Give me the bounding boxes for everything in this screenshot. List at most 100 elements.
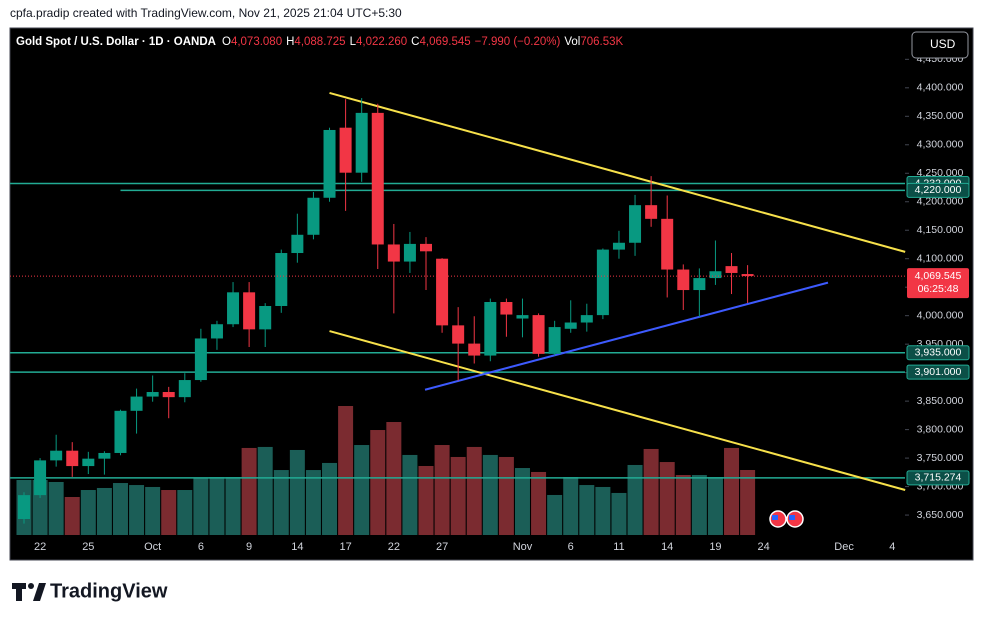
- volume-bar: [48, 482, 64, 535]
- candle-body: [291, 234, 304, 254]
- candle-body: [484, 302, 497, 356]
- trend-line: [329, 330, 906, 491]
- y-tick-label: 4,300.000: [917, 139, 964, 151]
- volume-bar: [209, 477, 225, 535]
- candle-body: [693, 278, 706, 291]
- level-label-box: [906, 364, 970, 380]
- x-tick-label: 11: [613, 541, 624, 553]
- candle-body: [468, 343, 481, 356]
- x-tick-label: 22: [388, 541, 400, 553]
- volume-bar: [611, 492, 627, 535]
- candle-body: [580, 315, 593, 323]
- volume-bar: [466, 446, 482, 535]
- level-label: 4,220.000: [915, 184, 962, 196]
- volume-bar: [514, 468, 530, 535]
- legend-key: H: [286, 36, 294, 48]
- volume-bar: [145, 486, 161, 535]
- y-tick-label: 3,750.000: [917, 452, 964, 464]
- volume-bar: [579, 485, 595, 535]
- legend-key: C: [411, 36, 419, 48]
- candle-body: [130, 396, 143, 411]
- volume-bar: [64, 496, 80, 535]
- candle-body: [516, 315, 529, 319]
- volume-bar: [563, 477, 579, 535]
- legend: Gold Spot / U.S. Dollar · 1D · OANDA O 4,0…: [16, 36, 624, 48]
- volume-bar: [338, 406, 354, 535]
- candle-body: [677, 269, 690, 291]
- volume-bar: [482, 454, 498, 535]
- candle-body: [50, 450, 63, 461]
- volume-bar: [724, 447, 740, 535]
- y-tick-label: 4,150.000: [917, 224, 964, 236]
- level-label-box: [906, 470, 970, 486]
- candle-body: [629, 205, 642, 243]
- brand: TradingView: [50, 580, 168, 602]
- volume-bar: [161, 490, 177, 535]
- legend-change: −7.990 (−0.20%): [475, 36, 561, 48]
- x-tick-label: Dec: [834, 541, 854, 553]
- candle-body: [387, 244, 400, 262]
- logo-dot: [28, 583, 34, 589]
- candle-body: [532, 315, 545, 354]
- candle-body: [725, 266, 738, 273]
- volume-bar: [273, 470, 289, 535]
- volume-bar: [643, 448, 659, 535]
- candle-body: [452, 325, 465, 344]
- y-tick-label: 4,400.000: [917, 82, 964, 94]
- volume-bar: [659, 462, 675, 535]
- x-tick-label: Nov: [513, 541, 533, 553]
- candle-body: [210, 324, 223, 339]
- legend-value: 4,069.545: [419, 36, 470, 48]
- level-label: 3,935.000: [915, 346, 962, 358]
- x-tick-label: Oct: [144, 541, 161, 553]
- volume-bar: [193, 477, 209, 535]
- x-tick-label: 27: [436, 541, 448, 553]
- last-price-label: 4,069.545: [915, 270, 962, 282]
- x-tick-label: 6: [568, 541, 574, 553]
- volume-bar: [96, 487, 112, 535]
- y-tick-label: 4,000.000: [917, 309, 964, 321]
- candle-body: [194, 338, 207, 381]
- candle-body: [323, 129, 336, 198]
- volume-bar: [177, 490, 193, 535]
- candle-body: [741, 274, 754, 277]
- candle-body: [114, 410, 127, 453]
- volume-bar: [354, 445, 370, 535]
- candle-body: [371, 112, 384, 245]
- candle-body: [18, 495, 30, 520]
- level-label: 3,901.000: [915, 366, 962, 378]
- volume-bar: [675, 475, 691, 535]
- chart-layer: 3,650.0003,700.0003,750.0003,800.0003,85…: [10, 36, 970, 553]
- event-flag-part: [789, 515, 795, 520]
- candle-body: [259, 305, 272, 330]
- volume-bar: [434, 445, 450, 535]
- volume-bar: [498, 456, 514, 535]
- candle-body: [227, 292, 240, 325]
- candle-body: [403, 243, 416, 262]
- candle-body: [146, 392, 159, 397]
- legend-key: L: [350, 36, 357, 48]
- volume-bar: [112, 483, 128, 535]
- level-label-box: [906, 345, 970, 361]
- volume-bar: [595, 486, 611, 535]
- x-tick-label: 14: [291, 541, 303, 553]
- candle-body: [162, 392, 175, 398]
- legend-key: O: [222, 36, 231, 48]
- y-tick-label: 3,650.000: [917, 509, 964, 521]
- legend-volume-key: Vol: [564, 36, 580, 48]
- candle-body: [564, 322, 577, 329]
- legend-value: 4,088.725: [294, 36, 345, 48]
- x-tick-label: 9: [246, 541, 252, 553]
- candle-body: [612, 242, 625, 250]
- legend-title: Gold Spot / U.S. Dollar · 1D · OANDA: [16, 36, 216, 48]
- x-tick-label: 22: [34, 541, 46, 553]
- logo: [12, 583, 46, 601]
- x-tick-label: 17: [339, 541, 351, 553]
- event-flag-part: [772, 515, 778, 520]
- volume-bar: [370, 430, 386, 535]
- candle-body: [436, 258, 449, 326]
- currency-button[interactable]: [911, 31, 969, 59]
- volume-bar: [241, 447, 257, 535]
- trend-line: [329, 91, 906, 253]
